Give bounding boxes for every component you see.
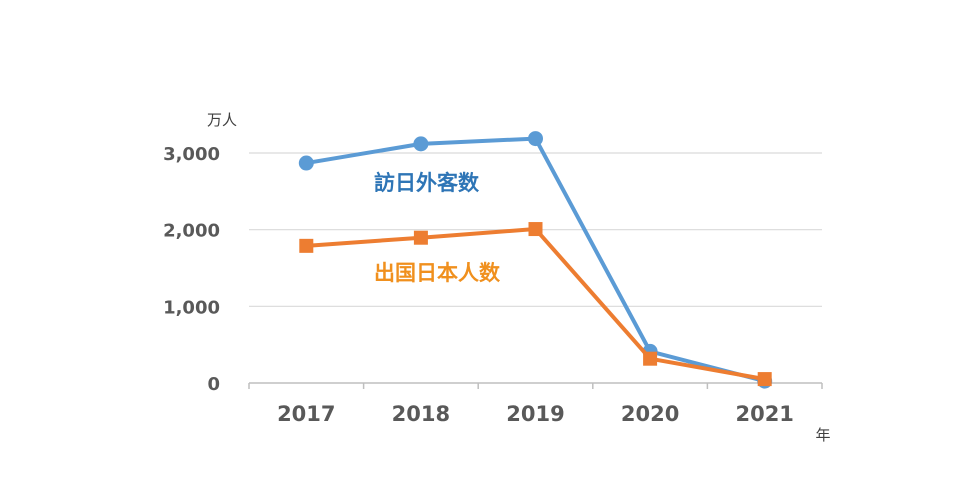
data-point — [299, 238, 314, 253]
data-point — [528, 131, 543, 147]
x-tick-label: 2017 — [277, 402, 335, 426]
data-point — [413, 230, 428, 245]
data-point — [757, 372, 772, 387]
y-axis-ticks: 0 1,000 2,000 3,000 — [163, 144, 220, 395]
y-tick-label: 1,000 — [163, 297, 220, 318]
series-line — [304, 227, 767, 382]
y-axis-unit-label: 万人 — [207, 111, 237, 129]
data-point — [528, 222, 543, 237]
y-tick-label: 2,000 — [163, 221, 220, 242]
data-point — [413, 136, 429, 152]
data-point — [643, 351, 658, 366]
x-axis-unit-label: 年 — [815, 426, 830, 444]
x-tick-label: 2020 — [621, 402, 679, 426]
series-lines — [298, 131, 773, 389]
data-point — [298, 155, 314, 171]
x-tick-label: 2019 — [506, 402, 564, 426]
y-tick-label: 3,000 — [163, 144, 220, 165]
x-tick-label: 2021 — [735, 402, 793, 426]
series-label: 訪日外客数 — [374, 171, 480, 195]
x-tick-label: 2018 — [392, 402, 450, 426]
y-tick-label: 0 — [207, 374, 220, 395]
x-axis-ticks: 2017 2018 2019 2020 2021 — [277, 402, 794, 426]
x-axis — [248, 382, 823, 389]
series-label: 出国日本人数 — [374, 261, 501, 285]
